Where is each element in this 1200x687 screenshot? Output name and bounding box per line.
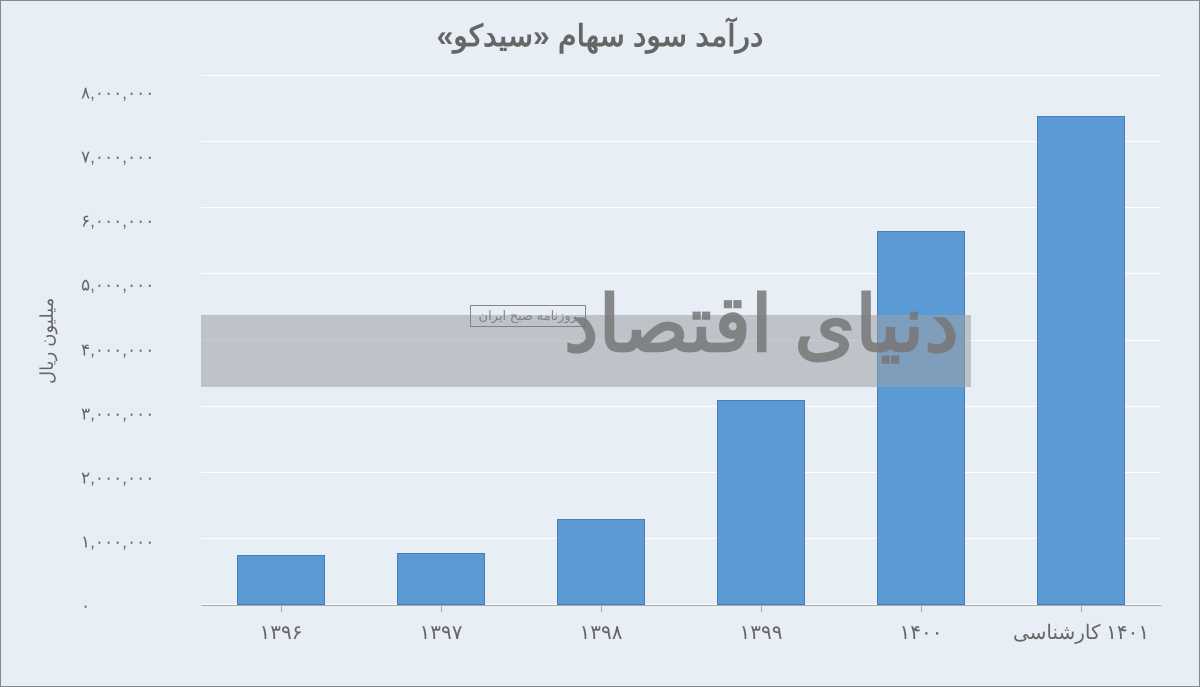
bar-slot	[1001, 76, 1161, 605]
x-tick-label: ۱۳۹۷	[361, 606, 521, 676]
bar	[1037, 116, 1125, 605]
y-tick-label: ۵,۰۰۰,۰۰۰	[81, 277, 154, 294]
bar-slot	[521, 76, 681, 605]
bar	[557, 519, 645, 605]
bar	[397, 553, 485, 605]
x-tick-mark	[601, 606, 602, 612]
y-tick-label: ۲,۰۰۰,۰۰۰	[81, 469, 154, 486]
x-tick-mark	[921, 606, 922, 612]
plot-area	[201, 76, 1161, 606]
x-tick-mark	[281, 606, 282, 612]
y-tick-label: ۸,۰۰۰,۰۰۰	[81, 85, 154, 102]
bars-group	[201, 76, 1161, 605]
bar	[237, 555, 325, 605]
x-tick-label: ۱۳۹۸	[521, 606, 681, 676]
bar-slot	[201, 76, 361, 605]
bar	[877, 231, 965, 605]
y-tick-label: ۷,۰۰۰,۰۰۰	[81, 149, 154, 166]
y-tick-label: ۴,۰۰۰,۰۰۰	[81, 341, 154, 358]
y-tick-label: ۱,۰۰۰,۰۰۰	[81, 533, 154, 550]
x-tick-label: ۱۴۰۱ کارشناسی	[1001, 606, 1161, 676]
chart-title: درآمد سود سهام «سیدکو»	[1, 1, 1199, 64]
x-tick-label: ۱۳۹۹	[681, 606, 841, 676]
x-tick-label: ۱۴۰۰	[841, 606, 1001, 676]
x-tick-mark	[441, 606, 442, 612]
bar-slot	[361, 76, 521, 605]
x-tick-label: ۱۳۹۶	[201, 606, 361, 676]
x-axis-ticks: ۱۳۹۶۱۳۹۷۱۳۹۸۱۳۹۹۱۴۰۰۱۴۰۱ کارشناسی	[201, 606, 1161, 676]
x-tick-mark	[761, 606, 762, 612]
y-axis-ticks: ۸,۰۰۰,۰۰۰ ۷,۰۰۰,۰۰۰ ۶,۰۰۰,۰۰۰ ۵,۰۰۰,۰۰۰ ۴,۰۰…	[81, 76, 191, 606]
chart-container: درآمد سود سهام «سیدکو» میلیون ریال ۸,۰۰۰…	[0, 0, 1200, 687]
bar-slot	[841, 76, 1001, 605]
y-axis-label: میلیون ریال	[36, 76, 58, 606]
y-tick-label: ۶,۰۰۰,۰۰۰	[81, 213, 154, 230]
bar-slot	[681, 76, 841, 605]
bar	[717, 400, 805, 605]
y-tick-label: ۳,۰۰۰,۰۰۰	[81, 405, 154, 422]
x-tick-mark	[1081, 606, 1082, 612]
y-tick-label: ۰	[81, 598, 90, 615]
